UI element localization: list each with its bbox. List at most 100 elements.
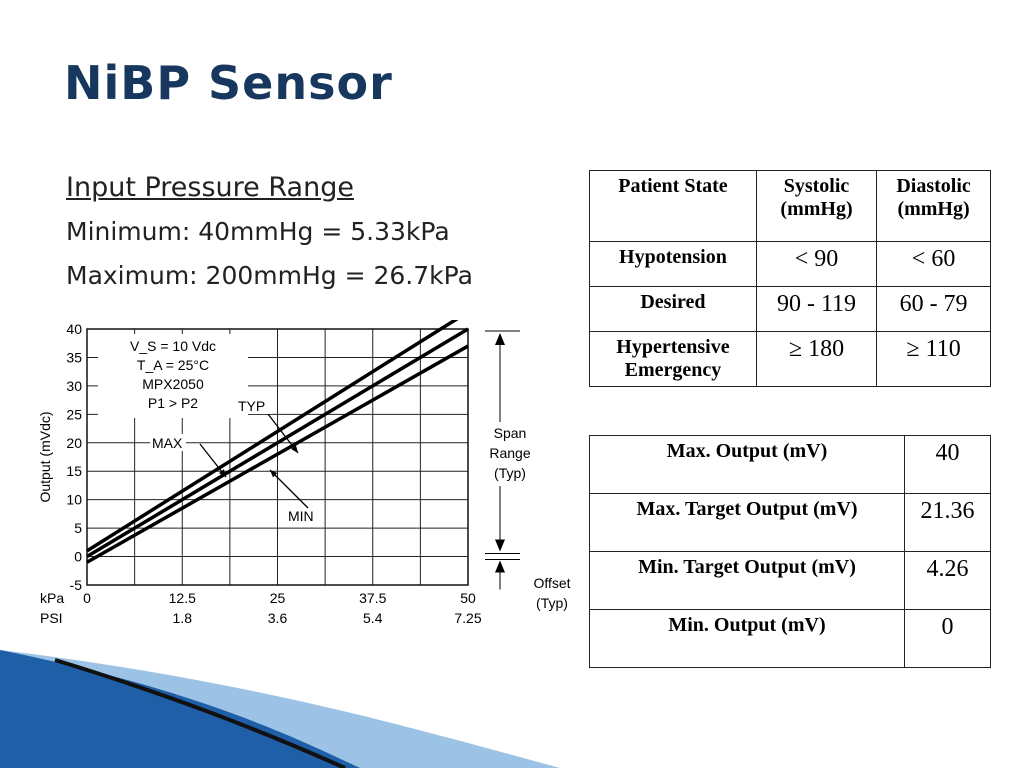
condition-label: MPX2050 — [142, 376, 204, 392]
systolic-cell: ≥ 180 — [755, 331, 878, 387]
header-text: Systolic — [783, 175, 850, 197]
offset-arrow-up — [495, 560, 505, 573]
state-text: Emergency — [624, 359, 722, 381]
y-tick-label: 15 — [66, 463, 82, 479]
series-label-max: MAX — [152, 435, 183, 451]
series-min-arrowhead — [270, 470, 278, 478]
diastolic-cell: ≥ 110 — [876, 331, 991, 387]
y-tick-label: 30 — [66, 378, 82, 394]
output-label: Min. Target Output (mV) — [589, 551, 905, 610]
chart-axes — [86, 328, 469, 586]
series-label-typ: TYP — [238, 398, 265, 414]
output-value: 40 — [904, 435, 991, 494]
x-tick-label-kpa: 12.5 — [169, 590, 196, 606]
span-label: (Typ) — [494, 465, 526, 481]
table-row: Hypotension < 90 < 60 — [589, 241, 991, 287]
state-cell: Hypotension — [589, 241, 757, 287]
maximum-pressure: Maximum: 200mmHg = 26.7kPa — [66, 261, 473, 290]
y-tick-label: 20 — [66, 435, 82, 451]
output-value: 21.36 — [904, 493, 991, 552]
y-tick-label: -5 — [70, 577, 83, 593]
minimum-pressure: Minimum: 40mmHg = 5.33kPa — [66, 217, 450, 246]
output-label: Max. Output (mV) — [589, 435, 905, 494]
swoosh-black-stroke — [54, 658, 346, 768]
series-typ-arrowhead — [291, 445, 298, 453]
x-tick-label-kpa: 0 — [83, 590, 91, 606]
state-text: Desired — [640, 291, 706, 313]
offset-label: Offset — [533, 575, 570, 591]
span-arrow-down — [495, 539, 505, 552]
header-text: Patient State — [618, 175, 728, 197]
table-row: Max. Target Output (mV) 21.36 — [589, 493, 991, 552]
table-row: Hypertensive Emergency ≥ 180 ≥ 110 — [589, 331, 991, 387]
series-line-min — [86, 344, 469, 564]
y-tick-label: 40 — [66, 321, 82, 337]
x-tick-label-kpa: 50 — [460, 590, 476, 606]
state-cell: Desired — [589, 286, 757, 332]
series-line-typ — [86, 327, 469, 559]
header-unit: (mmHg) — [780, 198, 853, 220]
output-value: 0 — [904, 609, 991, 668]
table-row: Min. Target Output (mV) 4.26 — [589, 551, 991, 610]
diastolic-cell: 60 - 79 — [876, 286, 991, 332]
header-diastolic: Diastolic (mmHg) — [876, 170, 991, 242]
patient-table-header: Patient State Systolic (mmHg) Diastolic … — [589, 170, 991, 242]
condition-label: P1 > P2 — [148, 395, 198, 411]
y-tick-label: 35 — [66, 349, 82, 365]
state-cell: Hypertensive Emergency — [589, 331, 757, 387]
series-label-bg — [150, 434, 186, 451]
series-label-bg — [236, 397, 272, 414]
table-row: Max. Output (mV) 40 — [589, 435, 991, 494]
output-label: Min. Output (mV) — [589, 609, 905, 668]
y-tick-label: 5 — [74, 520, 82, 536]
header-systolic: Systolic (mmHg) — [755, 170, 878, 242]
x-tick-label-kpa: 25 — [270, 590, 286, 606]
x-unit-label-psi: PSI — [40, 610, 63, 626]
state-text: Hypertensive — [616, 336, 730, 358]
conditions-box-bg — [98, 334, 248, 418]
input-range-text: Input Pressure Range Minimum: 40mmHg = 5… — [66, 166, 473, 298]
swoosh-dark-band — [0, 650, 360, 768]
x-tick-label-psi: 1.8 — [173, 610, 193, 626]
header-patient-state: Patient State — [589, 170, 757, 242]
series-min-leader — [269, 469, 309, 509]
span-label: Span — [494, 425, 527, 441]
series-label-min: MIN — [288, 508, 314, 524]
systolic-cell: < 90 — [755, 241, 878, 287]
slide-title: NiBP Sensor — [64, 56, 393, 110]
state-text: Hypotension — [619, 246, 727, 268]
series-line-max — [86, 320, 459, 553]
y-tick-label: 10 — [66, 492, 82, 508]
x-unit-label-kpa: kPa — [40, 590, 64, 606]
offset-label: (Typ) — [536, 595, 568, 611]
span-label: Range — [489, 445, 530, 461]
span-label-bg — [482, 422, 544, 486]
x-tick-label-kpa: 37.5 — [359, 590, 386, 606]
series-label-bg — [286, 507, 322, 524]
table-row: Desired 90 - 119 60 - 79 — [589, 286, 991, 332]
patient-state-table: Patient State Systolic (mmHg) Diastolic … — [589, 170, 991, 387]
header-unit: (mmHg) — [897, 198, 970, 220]
header-text: Diastolic — [896, 175, 971, 197]
input-range-heading: Input Pressure Range — [66, 172, 354, 203]
output-label: Max. Target Output (mV) — [589, 493, 905, 552]
plot-frame — [86, 328, 469, 586]
series-max-arrowhead — [218, 469, 226, 477]
condition-label: V_S = 10 Vdc — [130, 338, 216, 354]
condition-label: T_A = 25°C — [137, 357, 209, 373]
table-row: Min. Output (mV) 0 — [589, 609, 991, 668]
y-tick-label: 0 — [74, 549, 82, 565]
output-value: 4.26 — [904, 551, 991, 610]
span-arrow-up — [495, 333, 505, 345]
chart-lines — [86, 320, 469, 564]
x-tick-label-psi: 5.4 — [363, 610, 383, 626]
decorative-swoosh — [0, 650, 560, 768]
x-tick-label-psi: 7.25 — [454, 610, 481, 626]
systolic-cell: 90 - 119 — [755, 286, 878, 332]
y-tick-label: 25 — [66, 406, 82, 422]
x-tick-label-psi: 3.6 — [268, 610, 288, 626]
y-axis-title: Output (mVdc) — [37, 411, 53, 502]
series-typ-leader — [267, 413, 299, 454]
